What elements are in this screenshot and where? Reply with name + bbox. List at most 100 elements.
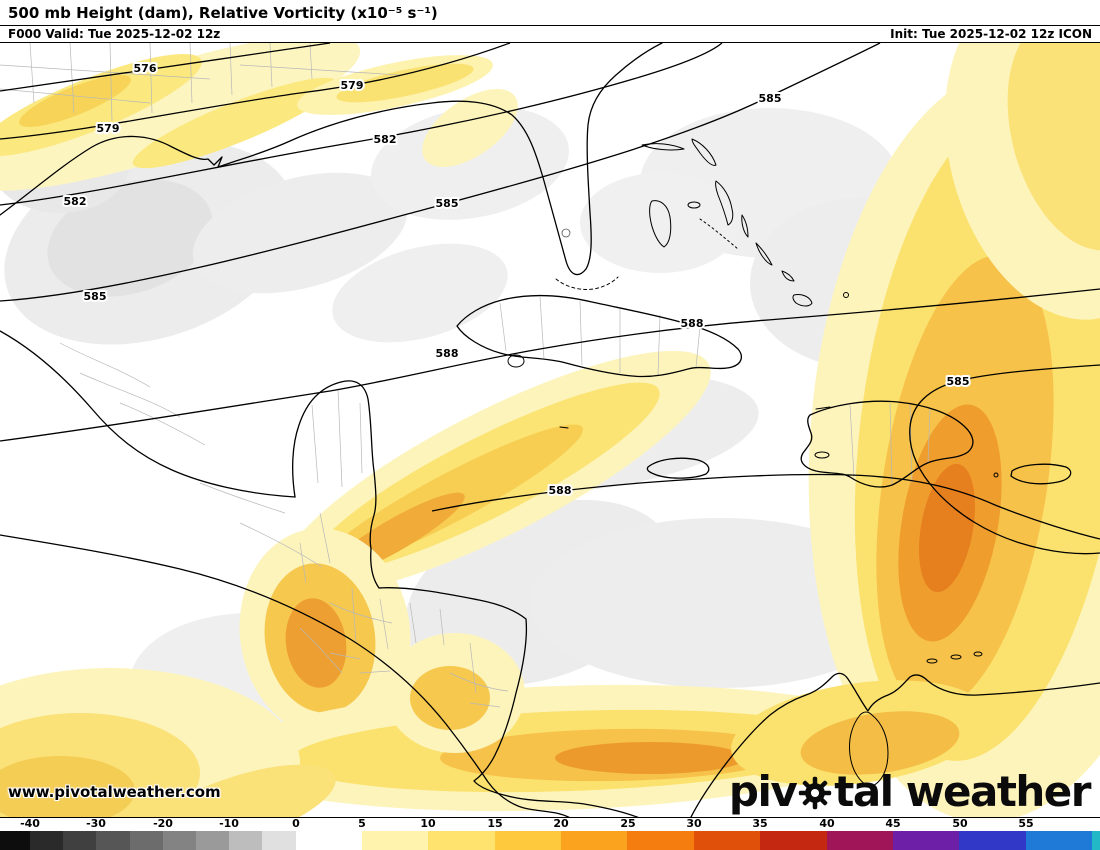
colorbar-tick-label: -10	[219, 817, 239, 831]
header-strip: F000 Valid: Tue 2025-12-02 12z Init: Tue…	[0, 24, 1100, 42]
colorbar-tick-label: -30	[86, 817, 106, 831]
island-andros	[649, 200, 672, 248]
island-isla-juventud	[507, 354, 525, 368]
lake-okeechobee	[561, 228, 571, 238]
island-curacao	[950, 654, 962, 660]
colorbar-segment	[162, 831, 196, 850]
colorbar-tick-label: 35	[752, 817, 768, 831]
island-long	[755, 242, 773, 266]
contour-label-588: 588	[681, 317, 704, 330]
contour-labels: 576 579 585 579 582 582 585 585 588 588 …	[62, 60, 972, 499]
colorbar-segment	[826, 831, 894, 850]
colorbar-segment	[63, 831, 97, 850]
colorbar-segment	[1025, 831, 1093, 850]
colorbar-tick-label: -40	[20, 817, 40, 831]
colorbar-segment	[30, 831, 64, 850]
island-jamaica	[646, 457, 710, 479]
contour-label-588: 588	[549, 484, 572, 497]
colorbar-tick-label: -20	[153, 817, 173, 831]
island-great-inagua	[792, 293, 813, 307]
island-aruba	[926, 658, 938, 664]
colorbar-segment	[959, 831, 1026, 850]
contour-576	[0, 42, 331, 92]
page-title: 500 mb Height (dam), Relative Vorticity …	[8, 4, 438, 22]
island-tortuga	[815, 406, 831, 410]
height-contours	[0, 42, 1100, 555]
colorbar-segment	[561, 831, 628, 850]
contour-label-585: 585	[84, 290, 107, 303]
colorbar-segment	[1092, 831, 1100, 850]
island-grand-bahama	[641, 143, 685, 151]
island-mona	[993, 472, 999, 478]
logo-text-piv: piv	[728, 767, 798, 817]
island-new-providence	[687, 201, 701, 209]
valid-time-label: F000 Valid: Tue 2025-12-02 12z	[8, 26, 221, 41]
colorbar-segment	[295, 831, 362, 850]
contour-579	[0, 42, 511, 140]
colorbar-segment	[494, 831, 562, 850]
colorbar-tick-label: 30	[686, 817, 702, 831]
contour-label-585: 585	[436, 197, 459, 210]
weather-map: 576 579 585 579 582 582 585 585 588 588 …	[0, 42, 1100, 818]
contour-label-576: 576	[134, 62, 157, 75]
island-puerto-rico	[1010, 463, 1072, 485]
colorbar-segment	[129, 831, 163, 850]
island-cuba	[456, 294, 743, 378]
contour-585-trough	[909, 364, 1100, 555]
contour-label-579: 579	[341, 79, 364, 92]
logo-text-tal-weather: tal weather	[834, 767, 1091, 817]
lake-maracaibo	[849, 711, 889, 788]
coastline-mexico-gulf	[0, 330, 296, 498]
island-cat	[741, 214, 749, 238]
contour-label-585: 585	[947, 375, 970, 388]
colorbar-tick-label: 40	[819, 817, 835, 831]
init-time-label: Init: Tue 2025-12-02 12z ICON	[890, 26, 1092, 41]
coastline-us-gulf-atlantic	[0, 42, 663, 276]
admin-boundaries	[0, 42, 931, 708]
contour-label-588: 588	[436, 347, 459, 360]
colorbar-tick-label: 20	[553, 817, 569, 831]
contour-582	[0, 42, 723, 206]
colorbar-tick-label: 10	[420, 817, 436, 831]
colorbar-tick-label: 55	[1018, 817, 1034, 831]
colorbar-segment	[627, 831, 694, 850]
colorbar-segment	[195, 831, 230, 850]
colorbar-tick-label: 25	[620, 817, 636, 831]
coastline-florida-keys	[555, 276, 619, 290]
coastline-yucatan-central-america	[292, 380, 640, 818]
island-cayman	[559, 426, 569, 429]
colorbar-tick-label: 0	[292, 817, 300, 831]
island-bonaire	[973, 651, 983, 657]
vorticity-shading	[0, 42, 1100, 818]
colorbar-segment	[893, 831, 960, 850]
watermark: www.pivotalweather.com	[8, 783, 221, 802]
pivotal-weather-logo: piv tal weather	[728, 767, 1092, 817]
colorbar-segment	[428, 831, 495, 850]
contour-label-585: 585	[759, 92, 782, 105]
coastline-pacific	[0, 534, 570, 818]
island-turks	[843, 291, 849, 298]
colorbar-segment	[361, 831, 429, 850]
gear-icon	[799, 776, 832, 810]
map-area: 576 579 585 579 582 582 585 585 588 588 …	[0, 41, 1100, 819]
coastline-south-america	[690, 672, 1100, 818]
colorbar-ticks: -40 -30 -20 -10 0 5 10 15 20 25 30 35 40 45 50 55	[0, 817, 1100, 831]
colorbar	[0, 831, 1100, 850]
colorbar-tick-label: 5	[358, 817, 366, 831]
colorbar-segment	[693, 831, 761, 850]
colorbar-segment	[760, 831, 827, 850]
island-hispaniola	[800, 400, 974, 488]
island-crooked	[781, 270, 795, 282]
island-eleuthera	[715, 180, 734, 226]
island-gonave	[814, 451, 830, 459]
colorbar-tick-label: 45	[885, 817, 901, 831]
colorbar-segment	[229, 831, 263, 850]
contour-585-main	[0, 42, 881, 302]
colorbar-tick-label: 15	[487, 817, 503, 831]
contour-label-582: 582	[374, 133, 397, 146]
contour-label-579: 579	[97, 122, 120, 135]
contour-588-south	[431, 473, 1100, 540]
colorbar-segment	[262, 831, 296, 850]
contour-588-north	[0, 288, 1100, 442]
